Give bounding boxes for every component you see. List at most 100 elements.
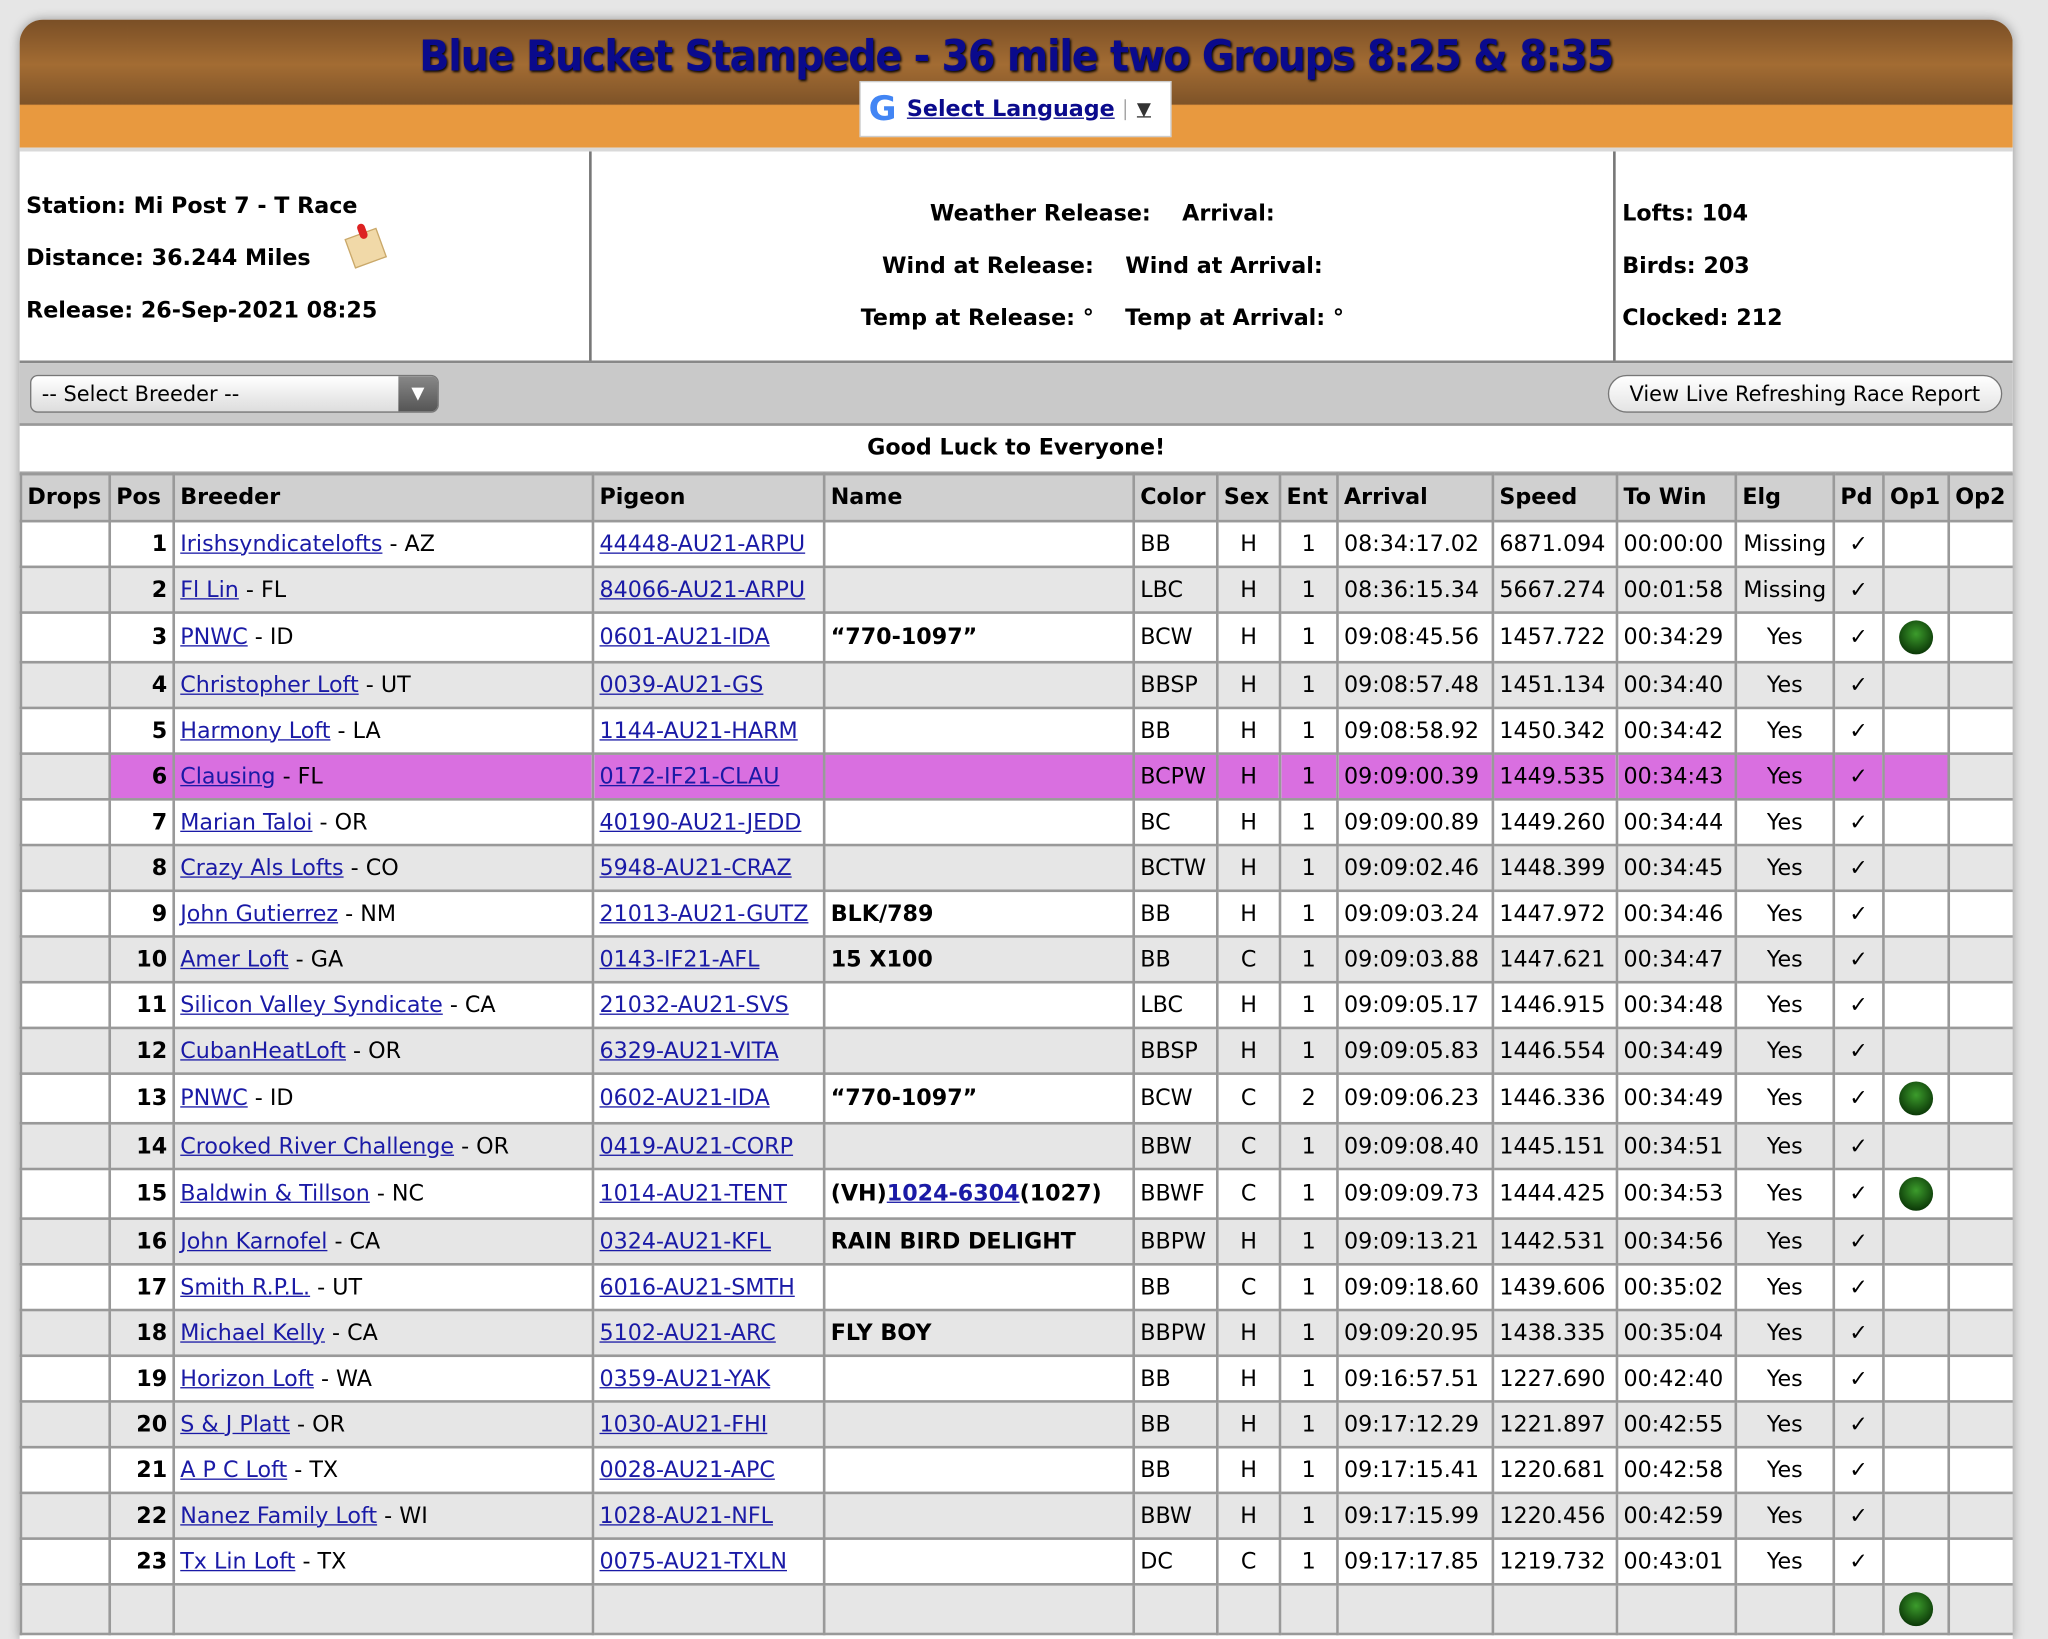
pigeon-link[interactable]: 6016-AU21-SMTH: [599, 1274, 795, 1301]
pigeon-link[interactable]: 0602-AU21-IDA: [599, 1085, 770, 1112]
to-win: 00:34:47: [1615, 935, 1738, 984]
name-link[interactable]: 1024-6304: [886, 1180, 1020, 1207]
color: BB: [1132, 706, 1219, 755]
breeder-link[interactable]: Michael Kelly: [180, 1319, 325, 1346]
pigeon-link[interactable]: 1144-AU21-HARM: [599, 717, 798, 744]
pigeon-link[interactable]: 21013-AU21-GUTZ: [599, 900, 809, 927]
breeder-link[interactable]: Smith R.P.L.: [180, 1274, 311, 1301]
pigeon-link[interactable]: 5102-AU21-ARC: [599, 1319, 776, 1346]
to-win: 00:01:58: [1615, 565, 1738, 614]
op2-cell: [1947, 843, 2013, 893]
breeder-link[interactable]: John Karnofel: [180, 1228, 328, 1255]
to-win: 00:34:49: [1615, 1026, 1738, 1075]
breeder-link[interactable]: Clausing: [180, 763, 276, 790]
select-language-link[interactable]: Select Language: [906, 95, 1115, 123]
breeder-link[interactable]: S & J Platt: [180, 1411, 290, 1438]
pigeon-link[interactable]: 0028-AU21-APC: [599, 1456, 775, 1484]
breeder-link[interactable]: Tx Lin Loft: [180, 1548, 296, 1575]
pigeon-link[interactable]: 0172-IF21-CLAU: [599, 763, 780, 790]
breeder-link[interactable]: Amer Loft: [180, 946, 289, 973]
eligible: Yes: [1734, 611, 1836, 664]
breeder-link[interactable]: Marian Taloi: [180, 809, 313, 836]
op2-cell: [1947, 706, 2013, 755]
eligible: Yes: [1734, 980, 1836, 1030]
breeder-link[interactable]: Horizon Loft: [180, 1365, 314, 1392]
breeder-link[interactable]: Christopher Loft: [180, 671, 359, 699]
pigeon-link[interactable]: 0419-AU21-CORP: [599, 1133, 794, 1160]
to-win: 00:34:40: [1615, 660, 1738, 710]
breeder-link[interactable]: PNWC: [180, 624, 248, 651]
breeder-link[interactable]: Baldwin & Tillson: [180, 1180, 370, 1207]
breeder-link[interactable]: Silicon Valley Syndicate: [180, 991, 443, 1019]
op1-cell: [1882, 935, 1951, 984]
breeder-link[interactable]: A P C Loft: [180, 1456, 288, 1484]
breeder-state: - OR: [289, 1411, 345, 1438]
breeder-cell: Nanez Family Loft - WI: [172, 1491, 595, 1540]
pigeon-link[interactable]: 5948-AU21-CRAZ: [599, 854, 792, 881]
pigeon-link[interactable]: 40190-AU21-JEDD: [599, 809, 802, 836]
breeder-link[interactable]: PNWC: [180, 1085, 248, 1112]
color: BCPW: [1132, 752, 1219, 801]
paid-check-icon: ✓: [1832, 889, 1885, 938]
pigeon-link[interactable]: 0039-AU21-GS: [599, 671, 764, 699]
color: LBC: [1132, 565, 1219, 614]
sex: C: [1215, 935, 1282, 984]
sex: H: [1215, 889, 1282, 938]
eligible: Yes: [1734, 1072, 1836, 1125]
name-cell: [822, 1121, 1136, 1171]
breeder-link[interactable]: Nanez Family Loft: [180, 1502, 378, 1529]
paid-check-icon: ✓: [1832, 1263, 1885, 1312]
pigeon-link[interactable]: 0601-AU21-IDA: [599, 624, 770, 651]
pigeon-cell: 0359-AU21-YAK: [591, 1354, 826, 1403]
breeder-link[interactable]: Irishsyndicatelofts: [180, 530, 383, 558]
eligible: Yes: [1734, 660, 1836, 710]
op1-cell: [1882, 1263, 1951, 1312]
position: 6: [108, 752, 176, 801]
breeder-state: - UT: [358, 671, 411, 699]
breeder-link[interactable]: John Gutierrez: [180, 900, 339, 927]
pigeon-link[interactable]: 44448-AU21-ARPU: [599, 530, 806, 558]
op1-cell: [1882, 1445, 1951, 1495]
live-report-button[interactable]: View Live Refreshing Race Report: [1607, 374, 2003, 413]
breeder-link[interactable]: Harmony Loft: [180, 717, 331, 744]
speed: 1447.972: [1491, 889, 1619, 938]
breeder-link[interactable]: CubanHeatLoft: [180, 1037, 346, 1064]
breeder-select[interactable]: -- Select Breeder -- ▼: [30, 374, 439, 413]
pigeon-link[interactable]: 21032-AU21-SVS: [599, 991, 789, 1019]
to-win: 00:34:56: [1615, 1217, 1738, 1266]
column-header-sex: Sex: [1215, 472, 1282, 523]
pigeon-link[interactable]: 1028-AU21-NFL: [599, 1502, 774, 1529]
pigeon-link[interactable]: 84066-AU21-ARPU: [599, 576, 806, 603]
sex: H: [1215, 752, 1282, 801]
pigeon-link[interactable]: 0324-AU21-KFL: [599, 1228, 771, 1255]
page-title: Blue Bucket Stampede - 36 mile two Group…: [419, 30, 1614, 81]
breeder-link[interactable]: Crazy Als Lofts: [180, 854, 344, 881]
position: 10: [108, 935, 176, 984]
pigeon-link[interactable]: 0359-AU21-YAK: [599, 1365, 771, 1392]
pigeon-link[interactable]: 0143-IF21-AFL: [599, 946, 760, 973]
table-row: 22 Nanez Family Loft - WI 1028-AU21-NFL …: [19, 1491, 2013, 1540]
pigeon-link[interactable]: 0075-AU21-TXLN: [599, 1548, 787, 1575]
pigeon-link[interactable]: 6329-AU21-VITA: [599, 1037, 779, 1064]
race-report-page: Blue Bucket Stampede - 36 mile two Group…: [19, 19, 2013, 1639]
entry: 1: [1278, 1354, 1339, 1403]
dropdown-arrow-icon[interactable]: ▼: [1125, 98, 1151, 120]
pigeon-cell: 6329-AU21-VITA: [591, 1026, 826, 1075]
pigeon-link[interactable]: 1030-AU21-FHI: [599, 1411, 768, 1438]
table-row: 21 A P C Loft - TX 0028-AU21-APC BB H 1 …: [19, 1445, 2013, 1495]
arrival: 09:09:06.23: [1336, 1072, 1495, 1125]
breeder-link[interactable]: Fl Lin: [180, 576, 239, 603]
speed: 1220.681: [1491, 1445, 1619, 1495]
speed: 1446.336: [1491, 1072, 1619, 1125]
language-selector[interactable]: G Select Language ▼: [859, 80, 1172, 138]
paid-check-icon: ✓: [1832, 1445, 1885, 1495]
chevron-down-icon: ▼: [398, 375, 438, 411]
eligible: Yes: [1734, 843, 1836, 893]
pigeon-link[interactable]: 1014-AU21-TENT: [599, 1180, 787, 1207]
column-header-arrival: Arrival: [1336, 472, 1495, 523]
eligible: Yes: [1734, 706, 1836, 755]
breeder-state: - TX: [287, 1456, 339, 1484]
breeder-link[interactable]: Crooked River Challenge: [180, 1133, 455, 1160]
weather-release: Weather Release:: [929, 201, 1151, 228]
pigeon-cell: 0075-AU21-TXLN: [591, 1537, 826, 1586]
